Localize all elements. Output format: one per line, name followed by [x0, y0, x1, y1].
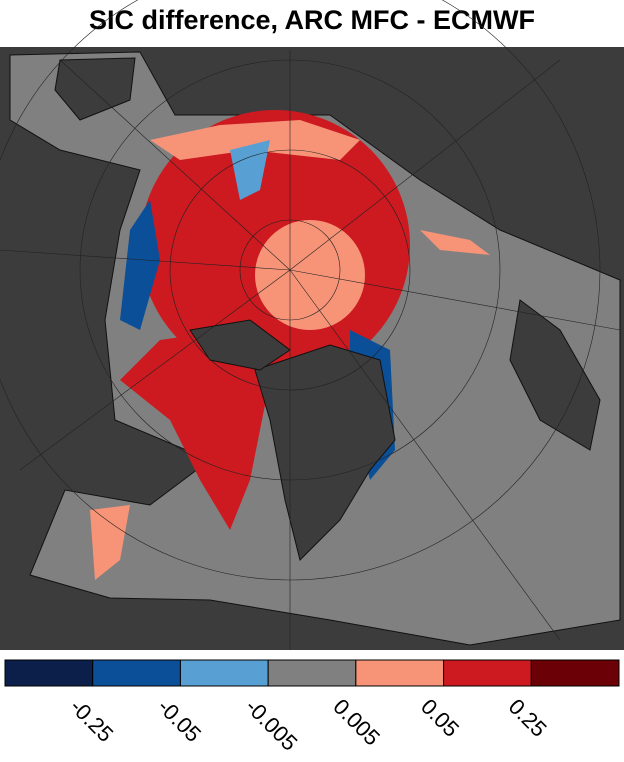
colorbar-tick-label: -0.005: [241, 694, 303, 756]
colorbar-segment: [355, 659, 445, 687]
colorbar-segment: [179, 659, 269, 687]
ice-positive: [120, 330, 270, 530]
colorbar-tick-label: 0.25: [504, 694, 552, 742]
ice-small-negative: [230, 140, 270, 200]
graticule: [0, 0, 621, 650]
colorbar-segment: [443, 659, 532, 687]
colorbar-tick-label: -0.05: [153, 694, 206, 747]
ice-small-positive: [90, 505, 130, 580]
colorbar-tick-label: -0.25: [65, 694, 118, 747]
title: SIC difference, ARC MFC - ECMWF: [89, 5, 535, 35]
ice-small-positive: [255, 220, 365, 330]
land: [509, 299, 601, 451]
colorbar: -0.25 -0.05 -0.005 0.005 0.05 0.25: [4, 659, 620, 756]
colorbar-segment: [530, 659, 620, 687]
colorbar-tick-label: 0.05: [416, 694, 464, 742]
colorbar-tick-label: 0.005: [328, 694, 385, 751]
ice-negative: [120, 200, 160, 330]
colorbar-segment: [267, 659, 357, 687]
ice-small-positive: [420, 230, 490, 255]
land: [189, 319, 291, 371]
map: [0, 0, 624, 650]
ice-small-positive: [150, 120, 360, 160]
colorbar-segment: [92, 659, 181, 687]
colorbar-segment: [4, 659, 94, 687]
